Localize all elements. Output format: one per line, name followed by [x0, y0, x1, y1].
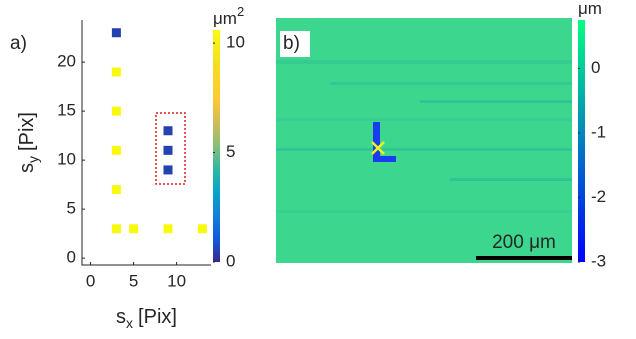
colorbar-tick-label: 0 — [226, 251, 235, 270]
x-tick-label: 0 — [86, 271, 95, 290]
axis-label-part: [Pix] — [138, 306, 177, 328]
panel-label: a) — [10, 33, 27, 54]
scatter-point — [164, 146, 173, 155]
scatter-point — [164, 224, 173, 233]
colorbar-unit-sup: 2 — [237, 4, 244, 19]
colorbar-tick-label: -2 — [591, 187, 606, 206]
scatter-point — [112, 224, 121, 233]
scatter-point — [112, 67, 121, 76]
axis-label: sx [Pix] — [116, 306, 177, 330]
scatter-point — [112, 28, 121, 37]
axis-label: sy [Pix] — [16, 112, 40, 173]
scatter-point — [112, 107, 121, 116]
axis-label-part: s — [16, 163, 38, 173]
colorbar-tick-label: 10 — [226, 33, 245, 52]
colorbar-label: μm — [578, 0, 602, 18]
axis-label-part: x — [126, 315, 133, 331]
x-tick-label: 5 — [129, 271, 138, 290]
colorbar-unit: μm — [213, 9, 237, 28]
colorbar — [578, 20, 585, 262]
colorbar-label: μm2 — [213, 4, 244, 28]
x-tick-label: 10 — [167, 271, 186, 290]
colorbar-tick-label: 0 — [591, 58, 600, 77]
scatter-point — [112, 146, 121, 155]
colorbar-tick-label: -3 — [591, 251, 606, 270]
scatter-point — [164, 165, 173, 174]
scatter-point — [198, 224, 207, 233]
scatter-point — [129, 224, 138, 233]
figure: 051005101520sx[Pix]sy[Pix]a)0510μm2b)200… — [0, 0, 636, 339]
y-tick-label: 10 — [57, 150, 76, 169]
colorbar-unit: μm — [578, 0, 602, 18]
colorbar — [213, 30, 220, 262]
y-tick-label: 5 — [67, 199, 76, 218]
axis-label-part: y — [25, 156, 41, 163]
colorbar-tick-label: -1 — [591, 122, 606, 141]
height-map — [276, 18, 572, 263]
axis-label-part: s — [116, 306, 126, 328]
axis-label-part: [Pix] — [16, 112, 38, 151]
y-tick-label: 20 — [57, 52, 76, 71]
scalebar-label: 200 μm — [492, 232, 556, 253]
y-tick-label: 15 — [57, 101, 76, 120]
scatter-point — [112, 185, 121, 194]
scatter-point — [164, 126, 173, 135]
y-tick-label: 0 — [67, 248, 76, 267]
colorbar-tick-label: 5 — [226, 142, 235, 161]
panel-label: b) — [283, 33, 300, 54]
axis-line — [82, 20, 211, 265]
